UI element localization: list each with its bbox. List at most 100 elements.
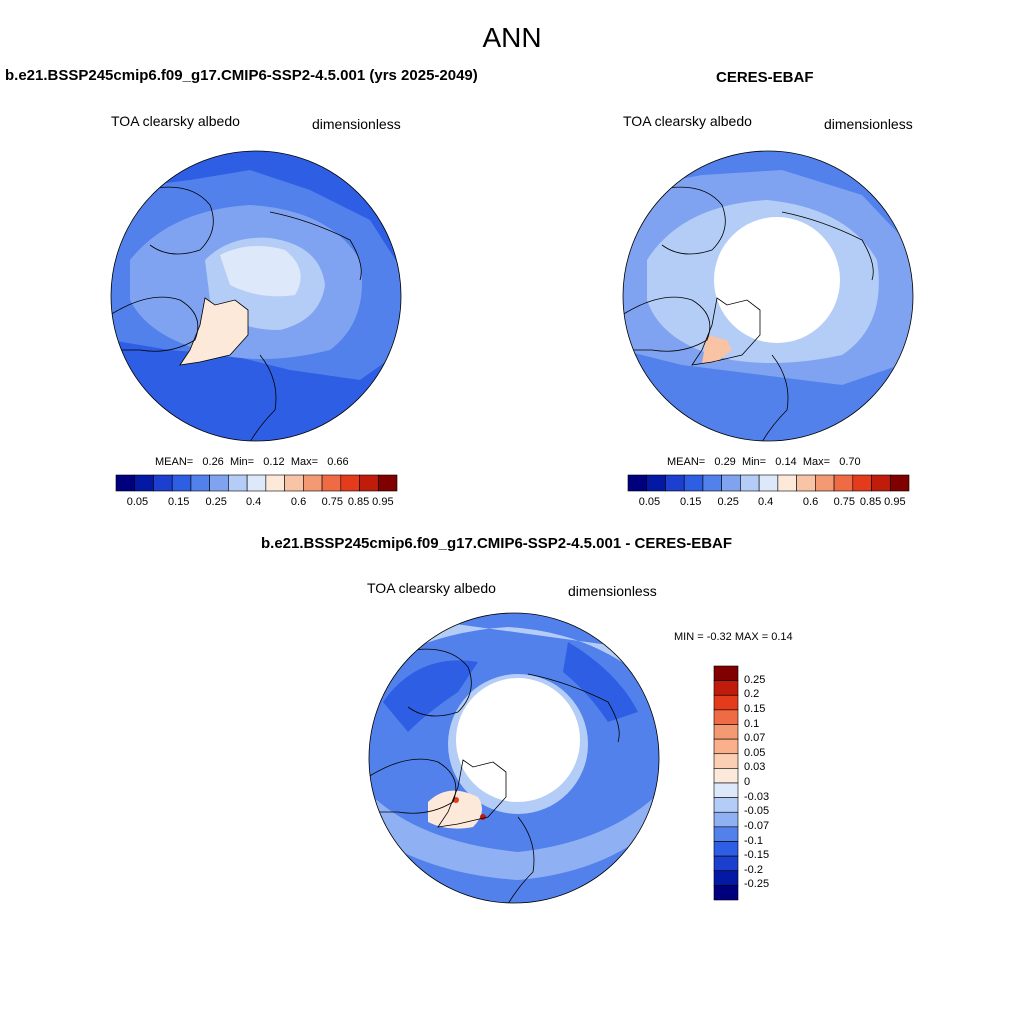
colorbar-swatch xyxy=(359,474,379,492)
colorbar-tick-label: 0.95 xyxy=(372,496,394,508)
obs-missing-polar-cap xyxy=(714,217,840,343)
colorbar-swatch xyxy=(871,474,891,492)
colorbar-tick-label: 0 xyxy=(744,776,751,788)
colorbar-swatch xyxy=(852,474,872,492)
colorbar-tick-label: 0.95 xyxy=(884,496,906,508)
colorbar-swatch xyxy=(303,474,323,492)
colorbar-swatch xyxy=(713,797,739,813)
colorbar-swatch xyxy=(713,694,739,711)
diff-minmax: MIN = -0.32 MAX = 0.14 xyxy=(674,631,793,643)
diff-negative-region-2 xyxy=(563,642,638,722)
model-colorbar-ticks: 0.05 0.15 0.25 0.4 0.6 0.75 0.85 0.95 xyxy=(0,496,1024,510)
colorbar-tick-label: 0.6 xyxy=(802,496,819,508)
colorbar-swatch xyxy=(340,474,360,492)
colorbar-swatch xyxy=(713,885,739,901)
colorbar-swatch xyxy=(713,782,739,798)
colorbar-swatch xyxy=(713,768,739,784)
obs-colorbar xyxy=(627,474,910,492)
model-units-label: dimensionless xyxy=(312,116,401,132)
colorbar-swatch xyxy=(171,474,192,492)
colorbar-swatch xyxy=(713,738,739,755)
colorbar-swatch xyxy=(284,474,304,492)
colorbar-swatch xyxy=(134,474,154,492)
colorbar-tick-label: 0.15 xyxy=(167,496,190,508)
colorbar-swatch xyxy=(246,474,267,492)
colorbar-swatch xyxy=(740,474,760,492)
obs-variable-label: TOA clearsky albedo xyxy=(623,113,752,129)
obs-polar-map xyxy=(622,150,914,442)
diff-units-label: dimensionless xyxy=(568,583,657,599)
model-colorbar xyxy=(115,474,398,492)
colorbar-swatch xyxy=(153,474,173,492)
diff-lower-band xyxy=(369,792,659,880)
colorbar-swatch xyxy=(627,474,648,492)
colorbar-tick-label: 0.75 xyxy=(321,496,343,508)
colorbar-swatch xyxy=(321,474,342,492)
colorbar-tick-label: 0.2 xyxy=(744,688,760,701)
colorbar-swatch xyxy=(713,841,739,857)
colorbar-swatch xyxy=(713,665,739,681)
colorbar-tick-label: -0.05 xyxy=(744,805,770,818)
colorbar-tick-label: 0.25 xyxy=(717,496,739,508)
colorbar-tick-label: 0.75 xyxy=(833,496,855,508)
colorbar-swatch xyxy=(665,474,685,492)
colorbar-swatch xyxy=(646,474,666,492)
colorbar-tick-label: 0.15 xyxy=(679,496,702,508)
colorbar-swatch xyxy=(713,680,739,696)
diff-missing-polar-cap xyxy=(456,678,580,802)
colorbar-swatch xyxy=(833,474,854,492)
colorbar-tick-label: 0.07 xyxy=(744,732,766,745)
colorbar-swatch xyxy=(713,724,739,740)
figure-title: ANN xyxy=(482,22,542,53)
diff-panel-title: b.e21.BSSP245cmip6.f09_g17.CMIP6-SSP2-4.… xyxy=(261,535,733,552)
colorbar-swatch xyxy=(777,474,797,492)
colorbar-tick-label: -0.25 xyxy=(744,878,770,891)
colorbar-tick-label: 0.85 xyxy=(347,496,370,508)
colorbar-swatch xyxy=(265,474,285,492)
colorbar-swatch xyxy=(758,474,779,492)
obs-panel-title: CERES-EBAF xyxy=(716,69,814,86)
model-variable-label: TOA clearsky albedo xyxy=(111,113,240,129)
colorbar-tick-label: -0.03 xyxy=(744,790,770,803)
colorbar-swatch xyxy=(796,474,816,492)
colorbar-swatch xyxy=(209,474,229,492)
colorbar-tick-label: 0.4 xyxy=(757,496,774,508)
model-arctic-core xyxy=(220,246,301,297)
colorbar-tick-label: 0.1 xyxy=(744,717,760,730)
colorbar-tick-label: -0.2 xyxy=(744,863,763,876)
colorbar-tick-label: 0.6 xyxy=(290,496,307,508)
model-greenland xyxy=(179,297,249,366)
colorbar-swatch xyxy=(713,870,739,886)
colorbar-tick-label: -0.15 xyxy=(744,849,770,862)
colorbar-tick-label: 0.85 xyxy=(859,496,882,508)
colorbar-swatch xyxy=(713,826,739,842)
colorbar-tick-label: -0.07 xyxy=(744,819,770,832)
diff-negative-region xyxy=(383,660,478,732)
obs-colorbar-ticks: 0.05 0.15 0.25 0.4 0.6 0.75 0.85 0.95 xyxy=(0,496,1024,510)
colorbar-swatch xyxy=(713,709,739,725)
colorbar-swatch xyxy=(713,753,739,769)
colorbar-tick-label: 0.05 xyxy=(126,496,149,508)
colorbar-tick-label: -0.1 xyxy=(744,834,763,847)
diff-polar-map xyxy=(368,612,660,904)
obs-stats: MEAN= 0.29 Min= 0.14 Max= 0.70 xyxy=(667,456,861,468)
model-polar-map xyxy=(110,150,402,442)
obs-greenland-tip xyxy=(702,335,732,363)
colorbar-tick-label: 0.05 xyxy=(744,746,766,759)
colorbar-swatch xyxy=(228,474,248,492)
colorbar-swatch xyxy=(683,474,704,492)
obs-units-label: dimensionless xyxy=(824,116,913,132)
colorbar-tick-label: 0.15 xyxy=(744,702,766,715)
diff-colorbar-ticks: 0.25 0.2 0.15 0.1 0.07 0.05 0.03 0 -0.03 -0.05 -0.… xyxy=(744,665,804,901)
diff-positive-patch xyxy=(428,790,482,829)
colorbar-swatch xyxy=(713,811,739,828)
colorbar-swatch xyxy=(702,474,722,492)
colorbar-swatch xyxy=(190,474,210,492)
colorbar-swatch xyxy=(815,474,835,492)
colorbar-swatch xyxy=(713,855,739,872)
colorbar-tick-label: 0.05 xyxy=(638,496,661,508)
colorbar-tick-label: 0.03 xyxy=(744,761,766,774)
colorbar-tick-label: 0.25 xyxy=(205,496,227,508)
colorbar-swatch xyxy=(377,474,398,492)
colorbar-tick-label: 0.4 xyxy=(245,496,262,508)
